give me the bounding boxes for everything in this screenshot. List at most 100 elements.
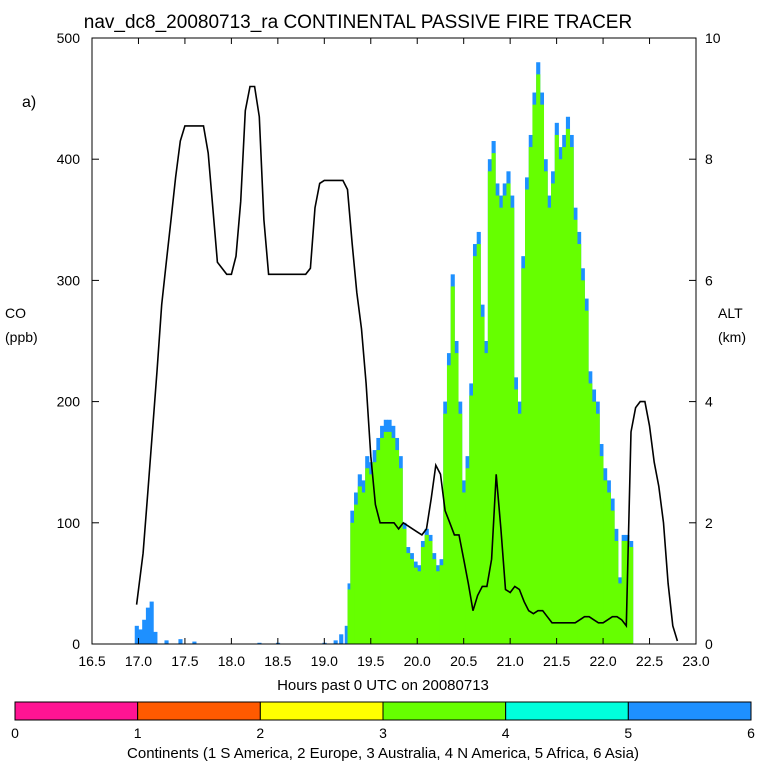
colorbar-swatch: [259, 701, 384, 721]
co-bar: [376, 450, 381, 644]
co-bar: [417, 571, 422, 644]
x-tick-label: 19.5: [357, 653, 384, 669]
y-tick-label-left: 100: [57, 515, 81, 531]
co-bar: [562, 147, 567, 644]
co-bar: [361, 492, 366, 644]
co-bar: [502, 195, 507, 644]
co-bar: [402, 528, 407, 644]
x-tick-label: 17.5: [171, 653, 198, 669]
co-bar: [476, 244, 481, 645]
colorbar-swatch: [14, 701, 139, 721]
co-bar: [339, 634, 344, 644]
co-bar: [539, 104, 545, 644]
co-bar: [368, 474, 374, 644]
co-bar: [387, 431, 392, 644]
co-bar: [554, 134, 559, 644]
co-bar: [472, 256, 478, 644]
x-tick-label: 21.5: [543, 653, 570, 669]
co-bar: [394, 450, 400, 644]
co-bar: [565, 128, 571, 644]
co-bar: [450, 286, 455, 644]
co-bar: [138, 629, 143, 644]
co-bar: [558, 159, 563, 644]
co-bar: [391, 437, 396, 644]
co-bar: [525, 189, 530, 644]
colorbar-tick-label: 3: [379, 725, 387, 741]
co-bar: [432, 559, 437, 644]
x-tick-label: 17.0: [125, 653, 152, 669]
colorbar-tick-label: 2: [256, 725, 264, 741]
co-n-america-series: [347, 74, 634, 645]
y-tick-label-right: 8: [705, 151, 713, 167]
x-axis-label: Hours past 0 UTC on 20080713: [277, 677, 489, 694]
co-bar: [406, 553, 411, 644]
co-bar: [383, 431, 388, 644]
co-bar: [409, 559, 414, 644]
panel-label: a): [22, 94, 36, 111]
co-bar: [142, 619, 147, 644]
co-bar: [510, 207, 515, 644]
co-bar: [491, 153, 496, 644]
x-tick-label: 18.5: [264, 653, 291, 669]
co-bar: [547, 207, 552, 644]
co-bar: [354, 504, 359, 644]
co-bar: [591, 401, 597, 644]
co-bar: [439, 565, 444, 644]
colorbar-label: Continents (1 S America, 2 Europe, 3 Aus…: [127, 745, 639, 762]
co-bar: [469, 395, 474, 644]
co-bar: [153, 631, 158, 644]
co-bar: [551, 183, 556, 644]
colorbar-swatch: [627, 701, 752, 721]
co-bar: [465, 468, 470, 644]
y-tick-label-right: 10: [705, 30, 721, 46]
co-bar: [606, 492, 611, 644]
co-bar: [413, 567, 418, 644]
co-bar: [428, 540, 433, 644]
co-bar: [333, 640, 338, 644]
co-bar: [573, 219, 578, 645]
co-bar: [506, 183, 511, 644]
co-bar: [532, 104, 537, 644]
colorbar-tick-label: 0: [11, 725, 19, 741]
co-bar: [372, 462, 377, 644]
left-axis-label-co: CO: [5, 305, 26, 321]
co-bar: [347, 589, 352, 644]
y-tick-label-left: 200: [57, 394, 81, 410]
co-bar: [599, 456, 604, 644]
co-bar: [513, 389, 518, 644]
x-tick-label: 21.0: [497, 653, 524, 669]
co-bar: [344, 625, 349, 644]
x-tick-label: 23.0: [682, 653, 709, 669]
continent-colorbar: 0 1 2 3 4 5 6: [11, 701, 755, 741]
x-tick-label: 19.0: [311, 653, 338, 669]
co-bar: [580, 280, 585, 644]
colorbar-tick-label: 6: [747, 725, 755, 741]
co-bar: [595, 413, 600, 644]
y-tick-label-left: 500: [57, 30, 81, 46]
co-bar: [420, 547, 426, 644]
plot-frame: [91, 37, 697, 645]
co-bar: [350, 522, 355, 644]
co-bar: [577, 244, 582, 645]
right-axis-label-unit: (km): [718, 329, 746, 345]
y-tick-label-left: 300: [57, 272, 81, 288]
y-tick-label-left: 0: [72, 636, 80, 652]
y-tick-label-right: 0: [705, 636, 713, 652]
co-bar: [443, 413, 448, 644]
chart-title: nav_dc8_20080713_ra CONTINENTAL PASSIVE …: [84, 12, 632, 33]
co-bar: [487, 171, 492, 644]
co-bar: [584, 310, 589, 644]
co-bar: [380, 437, 385, 644]
x-tick-label: 16.5: [78, 653, 105, 669]
co-bar: [629, 547, 634, 644]
co-bar: [543, 171, 548, 644]
colorbar-tick-label: 1: [134, 725, 142, 741]
co-bar: [495, 195, 500, 644]
co-bar: [357, 486, 362, 644]
y-tick-label-right: 4: [705, 394, 713, 410]
co-bar: [454, 353, 459, 644]
co-bar: [536, 74, 541, 645]
y-tick-label-right: 2: [705, 515, 713, 531]
colorbar-tick-label: 4: [502, 725, 510, 741]
